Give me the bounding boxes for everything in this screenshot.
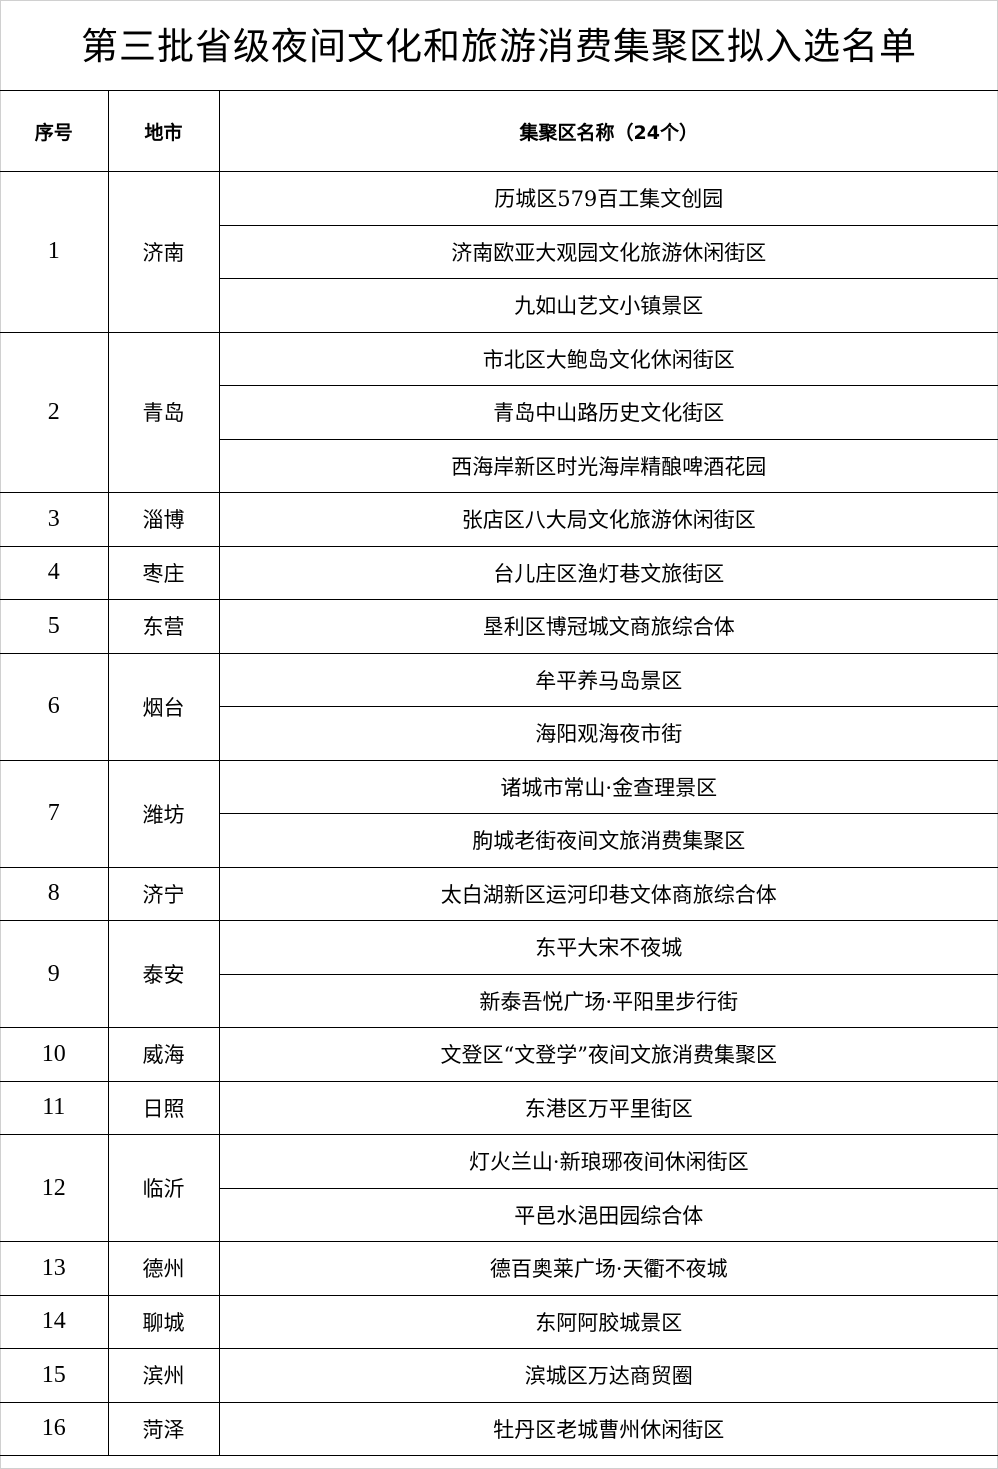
cell-district-name: 西海岸新区时光海岸精酿啤酒花园 — [219, 438, 998, 493]
cell-district-name: 海阳观海夜市街 — [219, 706, 998, 761]
cell-district-name: 青岛中山路历史文化街区 — [219, 385, 998, 440]
cell-district-name: 灯火兰山·新琅琊夜间休闲街区 — [218, 1134, 998, 1189]
cell-index: 2 — [0, 331, 109, 493]
table-row: 9 泰安 东平大宋不夜城 — [0, 920, 998, 1028]
table-row: 14 聊城 东阿阿胶城景区 — [0, 1294, 998, 1349]
cell-index: 14 — [0, 1294, 109, 1349]
cell-district-name: 平邑水浥田园综合体 — [219, 1187, 998, 1242]
table-row: 新泰吾悦广场·平阳里步行街 — [0, 973, 998, 1028]
cell-city: 菏泽 — [107, 1401, 220, 1456]
table-row: 5 东营 垦利区博冠城文商旅综合体 — [0, 599, 998, 654]
cell-district-name: 垦利区博冠城文商旅综合体 — [218, 599, 998, 654]
cell-district-name: 张店区八大局文化旅游休闲街区 — [218, 492, 998, 547]
cell-index: 11 — [0, 1080, 109, 1135]
table-row: 海阳观海夜市街 — [0, 706, 998, 761]
cell-district-name: 诸城市常山·金查理景区 — [218, 759, 998, 814]
table-row: 16 菏泽 牡丹区老城曹州休闲街区 — [0, 1401, 998, 1456]
cell-index: 13 — [0, 1241, 109, 1296]
header-index: 序号 — [0, 90, 109, 172]
cell-city: 枣庄 — [107, 545, 220, 600]
cell-district-name: 东阿阿胶城景区 — [218, 1294, 998, 1349]
cell-city: 德州 — [107, 1241, 220, 1296]
cell-index: 6 — [0, 652, 109, 761]
cell-district-name: 九如山艺文小镇景区 — [219, 278, 998, 333]
cell-district-name: 东平大宋不夜城 — [218, 920, 998, 975]
cell-district-name: 太白湖新区运河印巷文体商旅综合体 — [218, 866, 998, 921]
cell-city: 青岛 — [107, 331, 220, 493]
cell-index: 8 — [0, 866, 109, 921]
table-row: 济南欧亚大观园文化旅游休闲街区 — [0, 224, 998, 279]
cell-district-name: 东港区万平里街区 — [218, 1080, 998, 1135]
table-row: 7 潍坊 诸城市常山·金查理景区 — [0, 759, 998, 868]
cell-district-name: 历城区579百工集文创园 — [218, 171, 998, 226]
cell-index: 1 — [0, 171, 109, 333]
header-name: 集聚区名称（24个） — [218, 90, 998, 172]
table-row: 青岛中山路历史文化街区 — [0, 385, 998, 440]
cell-city: 日照 — [107, 1080, 220, 1135]
cell-index: 12 — [0, 1134, 109, 1242]
table-row: 12 临沂 灯火兰山·新琅琊夜间休闲街区 — [0, 1134, 998, 1242]
cell-district-name: 滨城区万达商贸圈 — [218, 1348, 998, 1403]
cell-index: 7 — [0, 759, 109, 868]
table-row: 13 德州 德百奥莱广场·天衢不夜城 — [0, 1241, 998, 1296]
cell-district-name: 朐城老街夜间文旅消费集聚区 — [219, 813, 998, 868]
cell-city: 泰安 — [107, 920, 220, 1028]
table-row: 11 日照 东港区万平里街区 — [0, 1080, 998, 1135]
cell-index: 5 — [0, 599, 109, 654]
table-row: 朐城老街夜间文旅消费集聚区 — [0, 813, 998, 868]
cell-district-name: 济南欧亚大观园文化旅游休闲街区 — [219, 224, 998, 279]
cell-district-name: 牡丹区老城曹州休闲街区 — [218, 1401, 998, 1456]
cell-city: 滨州 — [107, 1348, 220, 1403]
table-row: 4 枣庄 台儿庄区渔灯巷文旅街区 — [0, 545, 998, 600]
cell-city: 威海 — [107, 1027, 220, 1082]
cell-index: 9 — [0, 920, 109, 1028]
cell-city: 潍坊 — [107, 759, 220, 868]
cell-city: 聊城 — [107, 1294, 220, 1349]
cell-city: 烟台 — [107, 652, 220, 761]
header-city: 地市 — [107, 90, 220, 172]
table-row: 8 济宁 太白湖新区运河印巷文体商旅综合体 — [0, 866, 998, 921]
table-row: 九如山艺文小镇景区 — [0, 278, 998, 333]
table-row: 6 烟台 牟平养马岛景区 — [0, 652, 998, 761]
cell-district-name: 牟平养马岛景区 — [218, 652, 998, 707]
cell-index: 10 — [0, 1027, 109, 1082]
page-title: 第三批省级夜间文化和旅游消费集聚区拟入选名单 — [81, 25, 917, 68]
cell-district-name: 新泰吾悦广场·平阳里步行街 — [219, 973, 998, 1028]
cell-city: 东营 — [107, 599, 220, 654]
table-row: 15 滨州 滨城区万达商贸圈 — [0, 1348, 998, 1403]
cell-city: 济南 — [107, 171, 220, 333]
cell-city: 临沂 — [107, 1134, 220, 1242]
table-body: 1 济南 历城区579百工集文创园 济南欧亚大观园文化旅游休闲街区 九如山艺文小镇景区 2… — [0, 171, 998, 1456]
table-row: 10 威海 文登区“文登学”夜间文旅消费集聚区 — [0, 1027, 998, 1082]
cell-district-name: 德百奥莱广场·天衢不夜城 — [218, 1241, 998, 1296]
cell-district-name: 市北区大鲍岛文化休闲街区 — [218, 331, 998, 386]
cell-city: 济宁 — [107, 866, 220, 921]
cell-index: 16 — [0, 1401, 109, 1456]
table-row: 2 青岛 市北区大鲍岛文化休闲街区 — [0, 331, 998, 493]
cell-district-name: 台儿庄区渔灯巷文旅街区 — [218, 545, 998, 600]
cell-index: 15 — [0, 1348, 109, 1403]
table-row: 1 济南 历城区579百工集文创园 — [0, 171, 998, 333]
header-row: 序号 地市 集聚区名称（24个） — [0, 90, 998, 172]
table-row: 平邑水浥田园综合体 — [0, 1187, 998, 1242]
table-row: 3 淄博 张店区八大局文化旅游休闲街区 — [0, 492, 998, 547]
cell-index: 4 — [0, 545, 109, 600]
cell-city: 淄博 — [107, 492, 220, 547]
cell-index: 3 — [0, 492, 109, 547]
list-table: 序号 地市 集聚区名称（24个） 1 济南 历城区579百工集文创园 济南欧亚大观园文… — [0, 90, 998, 1456]
cell-district-name: 文登区“文登学”夜间文旅消费集聚区 — [218, 1027, 998, 1082]
